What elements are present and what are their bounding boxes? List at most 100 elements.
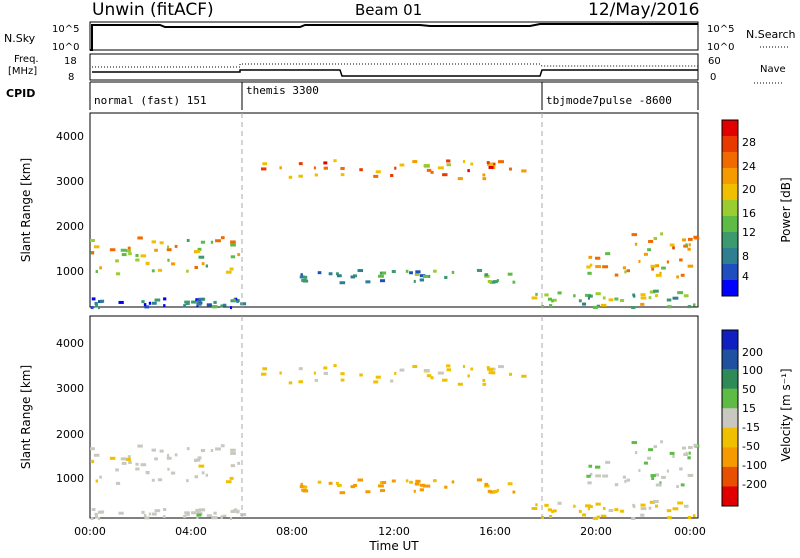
velocity-cell xyxy=(631,516,636,520)
velocity-cell xyxy=(649,500,656,504)
velocity-cell xyxy=(137,444,143,448)
velocity-colorbar-frame xyxy=(721,329,739,507)
velocity-cell xyxy=(484,482,489,486)
velocity-cell xyxy=(143,513,147,517)
velocity-cell xyxy=(584,504,591,508)
velocity-cell xyxy=(115,481,121,485)
velocity-cell xyxy=(587,507,590,511)
power-cell xyxy=(687,305,692,309)
velocity-cell xyxy=(194,475,198,479)
power-cell xyxy=(340,166,345,170)
beam-title: Beam 01 xyxy=(355,1,422,19)
power-cell xyxy=(159,241,164,245)
velocity-cell xyxy=(298,380,303,384)
velocity-cell xyxy=(653,499,659,503)
velocity-cell xyxy=(605,460,611,464)
velocity-cell xyxy=(206,514,212,518)
power-cell xyxy=(220,236,225,240)
velocity-cell xyxy=(288,381,293,385)
velocity-cell xyxy=(535,503,538,507)
power-cell xyxy=(584,293,591,297)
velocity-cell xyxy=(422,484,429,488)
velocity-cell xyxy=(412,364,418,368)
power-cell xyxy=(151,240,157,244)
velocity-cell xyxy=(145,470,150,474)
velocity-cell xyxy=(553,509,557,513)
velocity-cell xyxy=(677,501,684,505)
power-colorbar-frame xyxy=(721,119,739,297)
velocity-cell xyxy=(91,460,94,464)
velocity-cell xyxy=(128,460,132,464)
power-cell xyxy=(649,290,656,294)
power-cell xyxy=(335,272,339,276)
velocity-cell xyxy=(687,446,693,450)
power-cell xyxy=(634,242,638,246)
power-cbtick-24: 24 xyxy=(742,160,756,173)
velocity-cell xyxy=(687,516,692,520)
velocity-cell xyxy=(426,374,432,378)
xtick-2000: 20:00 xyxy=(580,525,612,538)
power-cell xyxy=(301,278,307,282)
power-cell xyxy=(457,177,463,181)
power-cell xyxy=(317,271,322,275)
power-cell xyxy=(551,299,554,303)
velocity-cell xyxy=(551,510,554,514)
velocity-cell xyxy=(183,515,187,519)
velocity-cell xyxy=(390,379,394,383)
cpid-mode-2: themis 3300 xyxy=(246,84,319,97)
velocity-cell xyxy=(300,482,303,486)
velocity-cell xyxy=(198,508,204,512)
power-colorbar-label: Power [dB] xyxy=(779,177,793,242)
velocity-cell xyxy=(509,372,512,376)
power-cell xyxy=(535,292,538,296)
power-cell xyxy=(666,260,669,264)
power-cell xyxy=(94,301,98,305)
velocity-cell xyxy=(488,371,494,375)
velocity-cell xyxy=(196,513,202,517)
power-cell xyxy=(681,238,686,242)
power-cell xyxy=(640,296,647,300)
power-cell xyxy=(521,169,527,173)
velocity-cell xyxy=(154,509,161,513)
velocity-colorbar-swatch xyxy=(722,447,738,468)
power-cell xyxy=(381,271,387,275)
velocity-cell xyxy=(220,444,225,448)
power-colorbar-swatch xyxy=(722,232,738,249)
velocity-cbtick-neg100: -100 xyxy=(742,459,767,472)
power-cell xyxy=(423,163,430,167)
power-cell xyxy=(412,160,418,164)
power-cell xyxy=(589,263,593,267)
power-cell xyxy=(230,243,236,247)
velocity-cell xyxy=(693,443,698,447)
velocity-cell xyxy=(588,464,593,468)
power-cell xyxy=(90,306,94,310)
velocity-cell xyxy=(215,447,221,451)
power-cell xyxy=(419,274,426,278)
date-title: 12/May/2016 xyxy=(588,0,700,20)
power-cell xyxy=(640,302,645,306)
power-cell xyxy=(167,245,170,249)
velocity-cell xyxy=(229,476,234,480)
power-cell xyxy=(170,262,176,266)
velocity-cell xyxy=(317,480,322,484)
velocity-cell xyxy=(135,462,139,466)
power-cell xyxy=(213,300,217,304)
power-cell xyxy=(201,262,205,266)
velocity-cell xyxy=(335,481,339,485)
power-cell xyxy=(194,265,198,269)
power-cell xyxy=(667,305,672,309)
power-cell xyxy=(433,269,437,273)
power-cell xyxy=(633,294,636,298)
power-cell xyxy=(390,174,394,178)
velocity-cell xyxy=(688,451,691,455)
power-cell xyxy=(379,271,383,275)
velocity-cell xyxy=(125,457,131,461)
velocity-cell xyxy=(262,367,268,371)
power-cell xyxy=(380,279,386,283)
power-cell xyxy=(614,273,619,277)
velocity-cell xyxy=(624,479,627,483)
velocity-cell xyxy=(197,456,202,460)
velocity-cell xyxy=(313,371,316,375)
velocity-cell xyxy=(640,503,646,507)
power-cell xyxy=(648,239,654,243)
